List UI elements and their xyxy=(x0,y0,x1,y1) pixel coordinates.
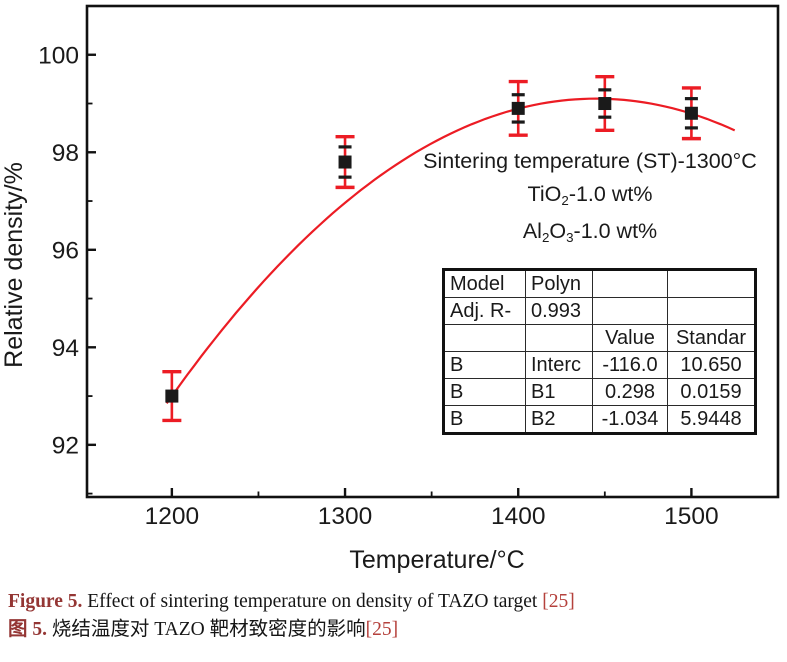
table-cell: 10.650 xyxy=(667,351,756,379)
annotation-al2o3-text: Al xyxy=(522,218,542,243)
table-row: Value Standar xyxy=(443,324,756,352)
table-row: Model Polyn xyxy=(443,269,756,298)
caption-label-zh: 图 5. xyxy=(8,619,48,640)
data-points xyxy=(162,75,701,423)
axis-titles: Temperature/°C Relative density/% xyxy=(0,162,525,574)
caption-reference-en: [25] xyxy=(542,591,575,612)
table-cell: B xyxy=(443,405,526,434)
table-cell xyxy=(592,269,668,298)
x-tick-label: 1200 xyxy=(145,503,200,530)
y-tick-label: 96 xyxy=(52,237,79,264)
table-row: B Interc -116.0 10.650 xyxy=(443,351,756,379)
y-axis-title: Relative density/% xyxy=(0,162,28,368)
annotation-tio2-text: TiO xyxy=(527,181,562,206)
figure-caption: Figure 5. Effect of sintering temperatur… xyxy=(8,588,783,644)
data-point xyxy=(681,86,701,141)
annotation-al2o3-text3: -1.0 wt% xyxy=(573,218,658,243)
fit-curve xyxy=(165,97,736,405)
caption-line-en: Figure 5. Effect of sintering temperatur… xyxy=(8,591,575,612)
table-cell xyxy=(592,297,668,325)
caption-body-en: Effect of sintering temperature on densi… xyxy=(82,591,543,612)
y-tick-label: 100 xyxy=(38,42,79,69)
table-cell xyxy=(443,324,526,352)
table-cell: -116.0 xyxy=(592,351,668,379)
data-point xyxy=(162,369,182,423)
square-marker xyxy=(165,389,179,403)
x-tick-label: 1500 xyxy=(664,503,719,530)
table-cell: Interc xyxy=(525,351,593,379)
annotation-al2o3-sub: 2 xyxy=(541,229,550,245)
density-vs-temperature-chart: 1200 1300 1400 150010098969492Temperature/°… xyxy=(0,4,780,574)
table-cell: Value xyxy=(592,324,668,352)
caption-line-zh: 图 5. 烧结温度对 TAZO 靶材致密度的影响[25] xyxy=(8,616,783,644)
x-axis-ticks: 1200 1300 1400 1500 xyxy=(145,488,719,530)
annotation-al2o3-text2: O xyxy=(549,218,567,243)
y-axis-ticks: 100 98 96 94 92 xyxy=(38,42,96,495)
table-row: B B1 0.298 0.0159 xyxy=(443,378,756,406)
table-cell: -1.034 xyxy=(592,405,668,434)
table-cell: 0.993 xyxy=(525,297,593,325)
square-marker xyxy=(511,101,525,115)
annotation-tio2: TiO2-1.0 wt% xyxy=(399,181,781,208)
square-marker xyxy=(338,155,352,169)
table-cell: B1 xyxy=(525,378,593,406)
caption-label-en: Figure 5. xyxy=(8,591,83,612)
chart-annotations: Sintering temperature (ST)-1300°C TiO2-1… xyxy=(399,149,781,255)
table-cell: B xyxy=(443,351,526,379)
table-row: B B2 -1.034 5.9448 xyxy=(443,405,756,434)
table-row: Adj. R- 0.993 xyxy=(443,297,756,325)
table-cell: B2 xyxy=(525,405,593,434)
annotation-al2o3: Al2O3-1.0 wt% xyxy=(399,218,781,245)
annotation-tio2-sub: 2 xyxy=(561,192,569,208)
table-cell: Adj. R- xyxy=(443,297,526,325)
fit-curve-path xyxy=(165,97,736,405)
x-tick-label: 1400 xyxy=(491,503,546,530)
annotation-al2o3-sub2: 3 xyxy=(566,229,574,245)
annotation-tio2-text2: -1.0 wt% xyxy=(568,181,653,206)
y-tick-label: 94 xyxy=(52,335,79,362)
x-axis-title: Temperature/°C xyxy=(349,546,524,574)
table-cell xyxy=(667,297,756,325)
table-cell: Model xyxy=(443,269,526,298)
table-cell: Standar xyxy=(667,324,756,352)
table-cell xyxy=(667,269,756,298)
square-marker xyxy=(598,97,612,111)
data-point xyxy=(335,134,355,190)
fit-parameter-table: Model Polyn Adj. R- 0.993 Value Standar … xyxy=(442,268,757,435)
table-cell: B xyxy=(443,378,526,406)
table-cell: 0.298 xyxy=(592,378,668,406)
data-point xyxy=(508,79,528,137)
x-tick-label: 1300 xyxy=(318,503,373,530)
annotation-sintering-temperature: Sintering temperature (ST)-1300°C xyxy=(423,149,757,173)
square-marker xyxy=(684,106,698,120)
table-cell: 5.9448 xyxy=(667,405,756,434)
table-cell: 0.0159 xyxy=(667,378,756,406)
caption-reference-zh: [25] xyxy=(365,619,399,640)
table-cell xyxy=(525,324,593,352)
table-cell: Polyn xyxy=(525,269,593,298)
y-tick-label: 92 xyxy=(52,432,79,459)
y-tick-label: 98 xyxy=(52,140,79,167)
caption-body-zh: 烧结温度对 TAZO 靶材致密度的影响 xyxy=(47,619,366,640)
data-point xyxy=(595,75,615,133)
